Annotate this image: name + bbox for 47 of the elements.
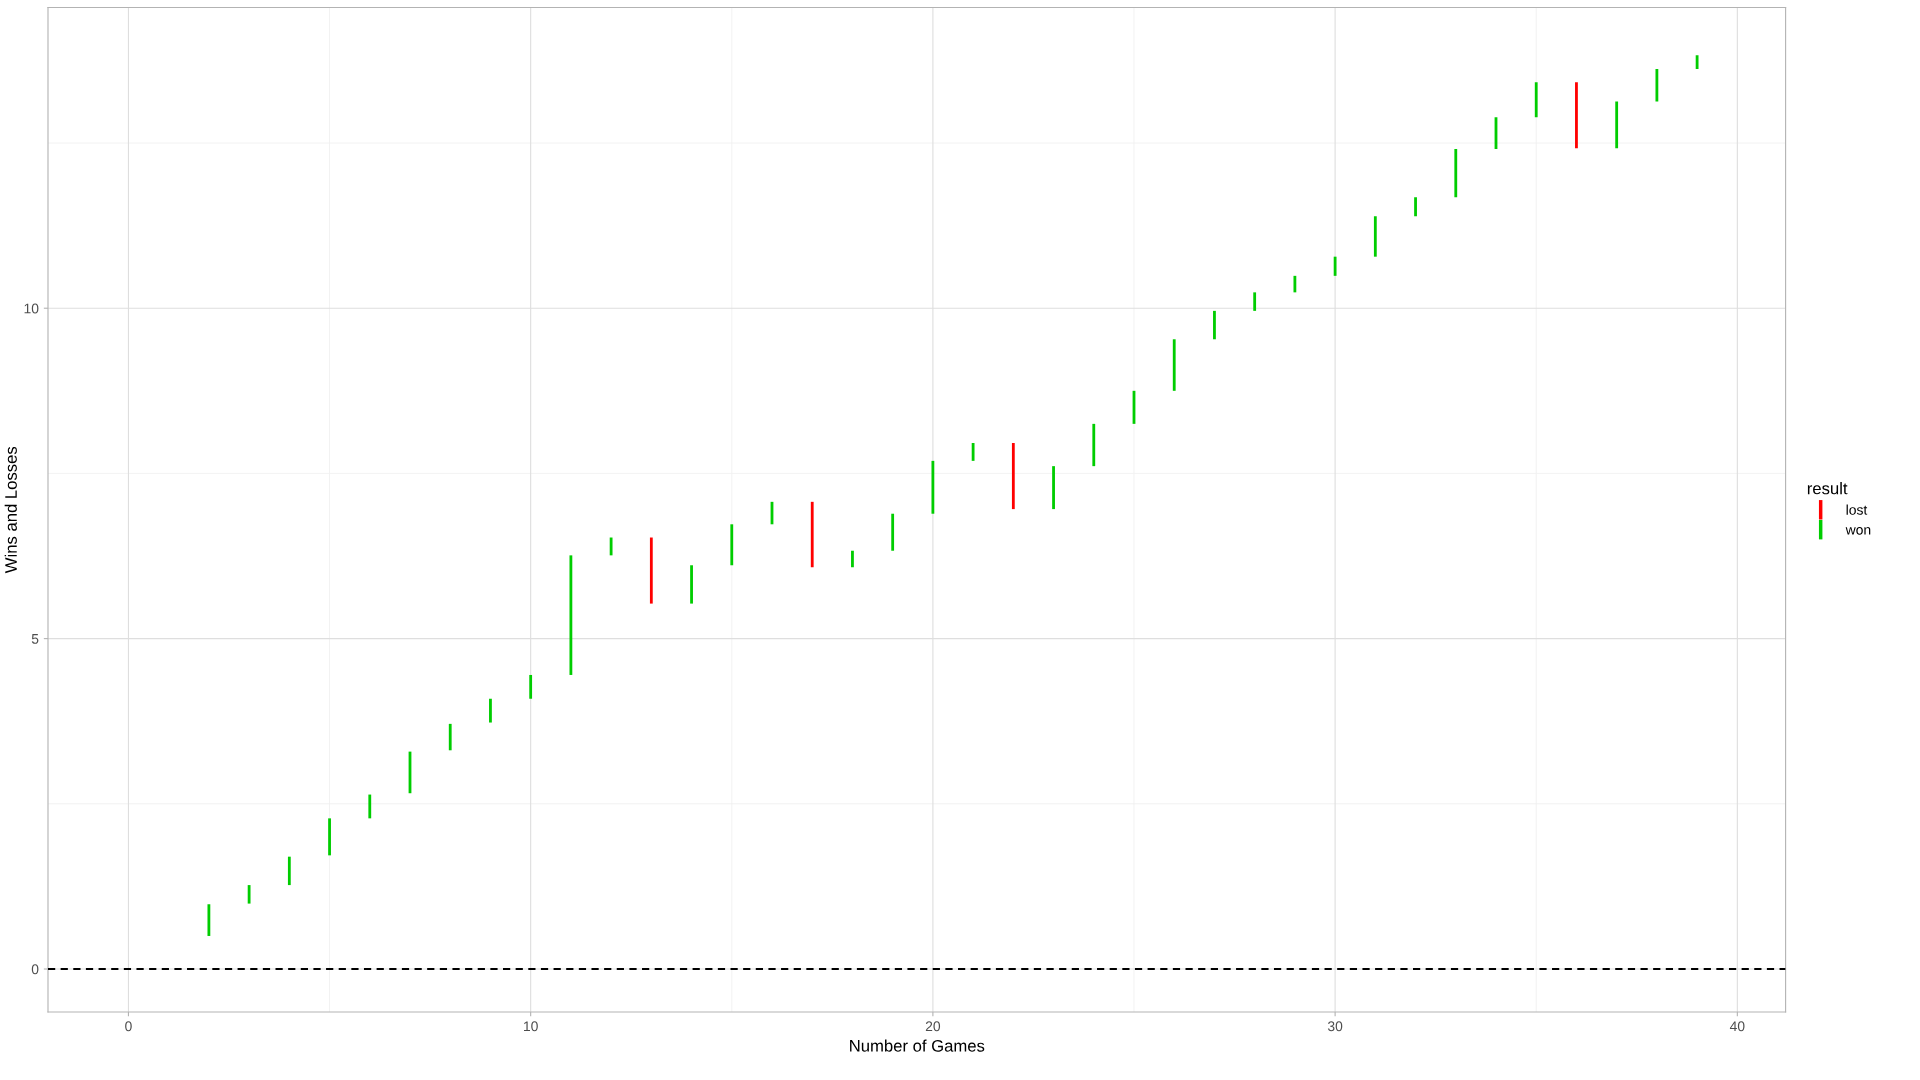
bar — [971, 443, 975, 461]
bar — [1373, 216, 1377, 257]
x-tick-label: 10 — [524, 1021, 538, 1032]
x-tick-label: 30 — [1327, 1021, 1343, 1032]
bar — [891, 513, 895, 551]
x-axis-title: Number of Games — [850, 1039, 985, 1052]
bar — [931, 460, 935, 514]
y-tick-label: 5 — [31, 634, 39, 644]
y-axis-title: Wins and Losses — [4, 446, 17, 574]
bar — [1333, 256, 1337, 276]
y-tick-label: 0 — [31, 964, 39, 975]
bar — [810, 501, 814, 568]
bar — [1213, 310, 1216, 340]
bar — [1575, 82, 1578, 149]
bar — [1695, 55, 1699, 70]
bar — [1052, 466, 1055, 510]
legend-label: lost — [1846, 504, 1868, 515]
y-tick-label: 10 — [24, 303, 39, 314]
bar — [730, 524, 734, 566]
bar — [1534, 82, 1538, 118]
bar — [649, 537, 653, 604]
x-tick-label: 40 — [1729, 1021, 1745, 1032]
bar — [247, 885, 251, 904]
bar — [1172, 339, 1176, 391]
bar — [1655, 69, 1659, 102]
bar — [1454, 148, 1458, 198]
bar — [1092, 423, 1096, 467]
bar — [690, 565, 693, 604]
bar — [328, 818, 331, 856]
bar — [207, 904, 211, 936]
bar — [1253, 292, 1257, 311]
bar — [569, 555, 573, 675]
bar — [609, 537, 613, 556]
bar — [529, 674, 533, 699]
bar — [1293, 275, 1297, 293]
x-tick-label: 0 — [125, 1021, 132, 1032]
bar — [489, 698, 492, 723]
bar — [287, 856, 291, 886]
legend-title: result — [1807, 482, 1848, 495]
bar — [1615, 101, 1619, 149]
bar — [851, 550, 854, 568]
legend-label: won — [1845, 527, 1871, 535]
x-tick-label: 20 — [925, 1021, 941, 1032]
bar — [448, 723, 452, 751]
bar — [1011, 443, 1015, 510]
bar — [1414, 197, 1417, 217]
bar — [368, 794, 372, 819]
